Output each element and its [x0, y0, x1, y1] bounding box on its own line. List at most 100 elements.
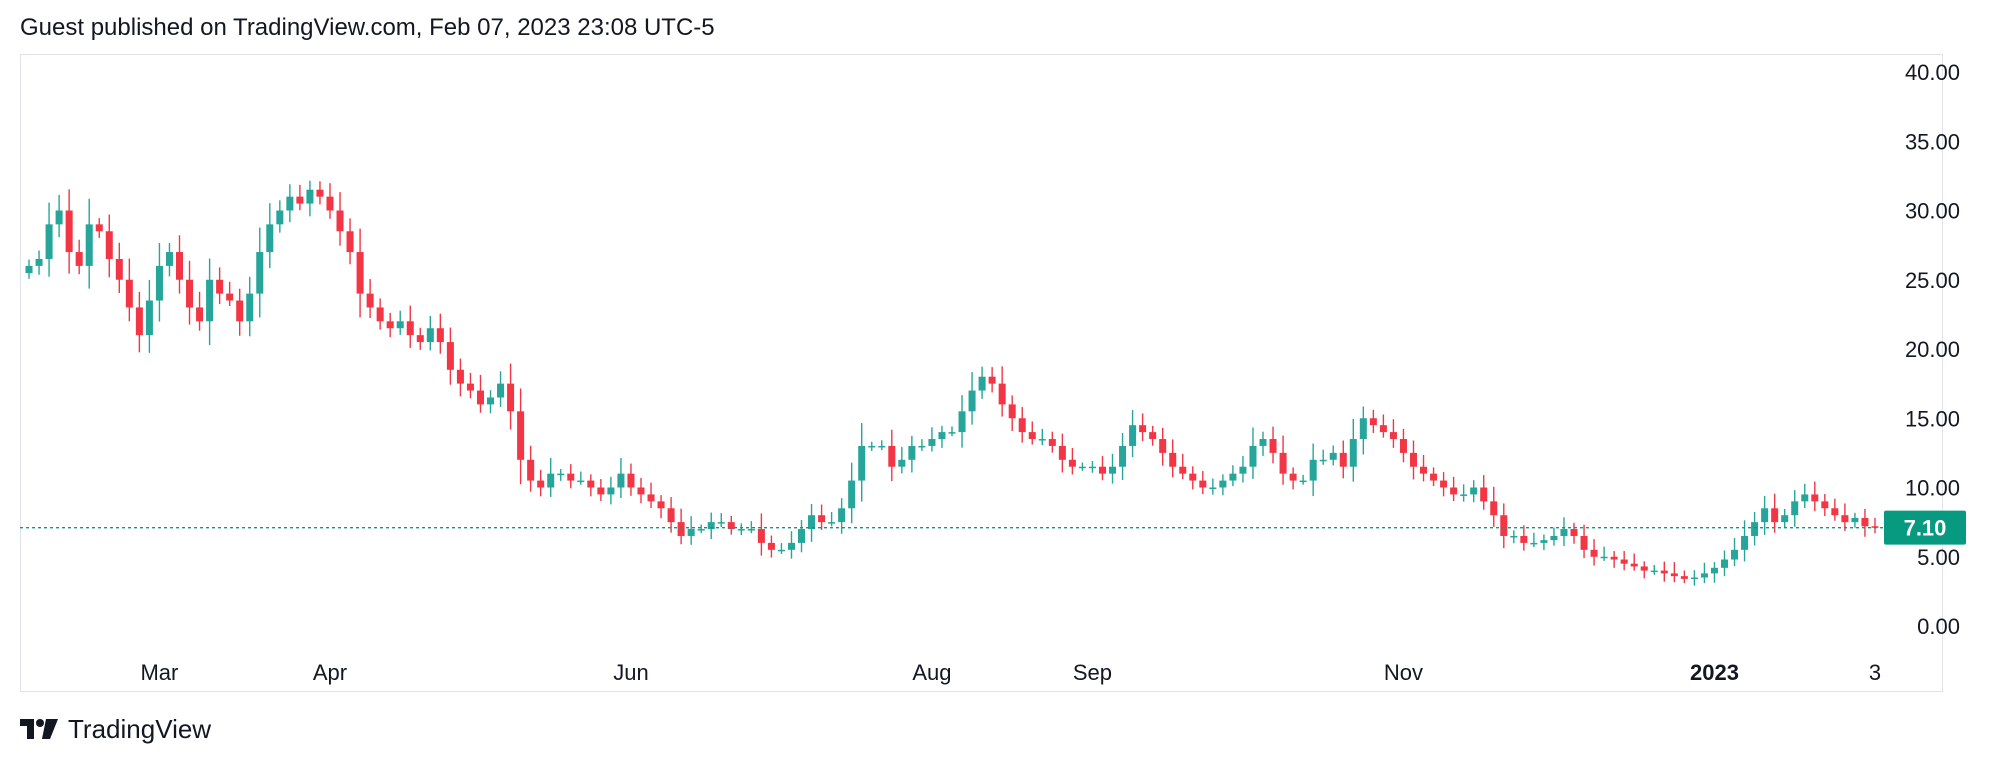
candle-body — [637, 487, 645, 495]
candle — [1510, 530, 1518, 544]
candle-body — [1700, 573, 1708, 578]
candle — [426, 315, 434, 351]
candle — [85, 198, 93, 289]
candle-body — [1680, 576, 1688, 579]
tradingview-logo-icon[interactable] — [20, 719, 58, 739]
candle-body — [1159, 439, 1167, 453]
candle — [988, 367, 996, 393]
candle-body — [35, 258, 43, 266]
candle — [486, 390, 495, 414]
candle — [647, 482, 655, 508]
candle-body — [1088, 466, 1096, 469]
candle-body — [1720, 559, 1729, 568]
candle-body — [1179, 466, 1187, 474]
candle — [1700, 562, 1708, 584]
candle-body — [657, 501, 665, 509]
candle-body — [1409, 452, 1418, 467]
candle-body — [226, 293, 234, 301]
candle-body — [577, 480, 585, 483]
candle — [1600, 546, 1608, 561]
candle — [1329, 445, 1337, 466]
candle-body — [1299, 480, 1307, 483]
candle-body — [196, 307, 204, 322]
candle — [276, 200, 284, 233]
candle — [507, 363, 515, 430]
candle — [65, 189, 73, 274]
candle — [466, 372, 474, 399]
candle-body — [426, 328, 434, 343]
candle — [1028, 421, 1036, 445]
candle-body — [517, 411, 525, 460]
candle — [497, 371, 505, 407]
candle — [145, 279, 153, 353]
candle — [787, 531, 795, 559]
candle-body — [1831, 508, 1839, 516]
candle — [346, 218, 354, 265]
candle — [266, 203, 274, 269]
price-axis[interactable]: 0.00 5.00 10.00 15.00 20.00 25.00 30.00 35.00 40… — [1905, 60, 1960, 639]
candle — [1018, 407, 1026, 443]
candle — [557, 469, 565, 481]
candle — [1761, 495, 1769, 535]
candle — [436, 313, 444, 354]
candle-body — [918, 445, 926, 448]
candle — [517, 388, 525, 485]
candle — [1550, 527, 1558, 546]
candle-body — [1741, 535, 1749, 550]
candle-body — [1048, 439, 1056, 446]
candle-body — [316, 189, 324, 197]
candle — [607, 476, 615, 505]
candle — [1269, 426, 1277, 464]
candle-body — [65, 210, 73, 253]
candle-body — [1399, 439, 1407, 453]
candle — [356, 228, 364, 318]
x-tick-label: Sep — [1073, 660, 1112, 685]
candle — [1299, 474, 1307, 485]
candle-body — [95, 224, 103, 232]
candle — [1831, 498, 1839, 521]
candle-body — [1149, 432, 1157, 440]
candle-body — [848, 480, 856, 509]
time-axis[interactable]: Mar Apr Jun Aug Sep Nov 2023 3 — [140, 660, 1881, 685]
candle — [1399, 428, 1407, 463]
candle-body — [1008, 404, 1016, 419]
last-price-badge — [1884, 510, 1966, 545]
tradingview-brand[interactable]: TradingView — [68, 713, 212, 744]
candle-body — [1751, 522, 1759, 536]
candle — [25, 259, 33, 279]
candle-body — [456, 369, 464, 384]
candle-body — [1610, 556, 1618, 560]
candle-body — [697, 529, 705, 531]
candle — [828, 512, 836, 527]
candle — [1239, 456, 1247, 483]
candle-body — [1630, 563, 1638, 567]
candle-body — [938, 432, 946, 440]
candle — [687, 516, 695, 545]
x-tick-label: 2023 — [1690, 660, 1739, 685]
candle-body — [115, 258, 123, 280]
candle — [1480, 475, 1488, 510]
y-tick-label: 30.00 — [1905, 199, 1960, 224]
candle — [1690, 570, 1698, 586]
candle — [125, 258, 133, 322]
candle-body — [707, 522, 715, 530]
candle-body — [175, 252, 184, 280]
candle — [1520, 525, 1528, 551]
candle — [1841, 503, 1849, 531]
candle-body — [1841, 515, 1849, 523]
candle — [1680, 570, 1688, 584]
candle-body — [888, 445, 896, 467]
candle-body — [1329, 452, 1337, 460]
candle-body — [125, 279, 133, 308]
candle-body — [296, 196, 304, 204]
candle-body — [256, 252, 264, 294]
candle — [978, 366, 986, 399]
candle — [186, 260, 194, 325]
candle-body — [1560, 529, 1568, 536]
candle-body — [808, 515, 816, 530]
candle — [1068, 448, 1076, 475]
candle — [296, 184, 304, 211]
candle-body — [587, 480, 595, 488]
candle-body — [1309, 459, 1317, 481]
